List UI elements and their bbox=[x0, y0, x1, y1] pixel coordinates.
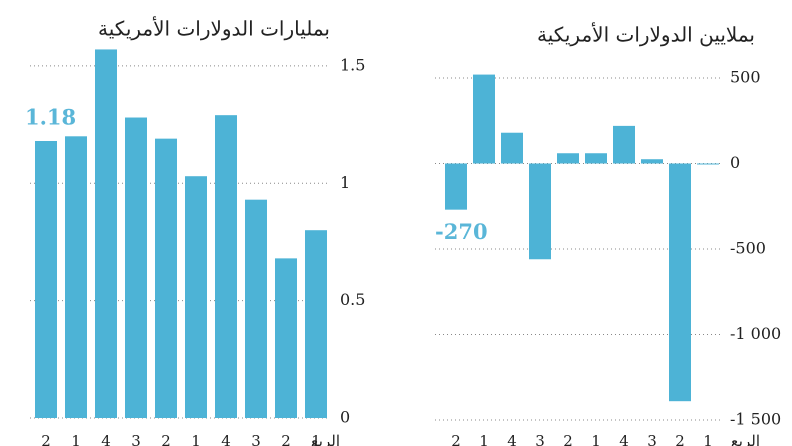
bar bbox=[445, 163, 467, 210]
bar bbox=[95, 49, 117, 418]
bar bbox=[275, 258, 297, 418]
x-tick-label: 2 bbox=[41, 432, 51, 446]
bar bbox=[473, 74, 495, 164]
value-label: -270 bbox=[435, 219, 488, 244]
y-tick-label: -1 500 bbox=[730, 410, 781, 429]
x-tick-label: 1 bbox=[703, 432, 713, 446]
y-tick-label: 0.5 bbox=[340, 290, 365, 309]
x-tick-label: 2 bbox=[451, 432, 461, 446]
bar bbox=[697, 163, 719, 165]
bar bbox=[215, 115, 237, 419]
bar bbox=[245, 199, 267, 418]
y-tick-label: 1.5 bbox=[340, 55, 365, 74]
bar bbox=[613, 125, 635, 164]
bar bbox=[529, 163, 551, 260]
bar bbox=[65, 136, 87, 419]
bar bbox=[305, 230, 327, 418]
bar bbox=[125, 117, 147, 419]
bar bbox=[641, 159, 663, 164]
x-tick-label: 4 bbox=[507, 432, 517, 446]
x-tick-label: 3 bbox=[647, 432, 657, 446]
y-tick-label: 500 bbox=[730, 68, 761, 87]
y-tick-label: -1 000 bbox=[730, 324, 781, 343]
bar bbox=[35, 140, 57, 418]
bar bbox=[155, 138, 177, 418]
x-tick-label: 2 bbox=[563, 432, 573, 446]
bar bbox=[585, 153, 607, 164]
y-tick-label: -500 bbox=[730, 239, 766, 258]
x-tick-label: 3 bbox=[131, 432, 141, 446]
x-tick-label: 3 bbox=[535, 432, 545, 446]
bar bbox=[669, 163, 691, 402]
subtitle: بمليارات الدولارات الأمريكية bbox=[98, 16, 330, 41]
x-axis-label: الربع bbox=[311, 432, 340, 446]
x-tick-label: 4 bbox=[619, 432, 629, 446]
y-tick-label: 0 bbox=[340, 408, 350, 427]
x-tick-label: 2 bbox=[281, 432, 291, 446]
x-tick-label: 1 bbox=[591, 432, 601, 446]
x-tick-label: 4 bbox=[221, 432, 231, 446]
value-label: 1.18 bbox=[25, 104, 76, 129]
y-tick-label: 1 bbox=[340, 173, 350, 192]
x-tick-label: 1 bbox=[311, 432, 321, 446]
x-tick-label: 1 bbox=[71, 432, 81, 446]
subtitle: بملايين الدولارات الأمريكية bbox=[537, 22, 755, 47]
bar bbox=[557, 153, 579, 164]
x-tick-label: 1 bbox=[479, 432, 489, 446]
x-tick-label: 1 bbox=[191, 432, 201, 446]
x-tick-label: 3 bbox=[251, 432, 261, 446]
x-tick-label: 2 bbox=[675, 432, 685, 446]
x-axis-label: الربع bbox=[731, 432, 760, 446]
x-tick-label: 2 bbox=[161, 432, 171, 446]
bar bbox=[501, 132, 523, 164]
x-tick-label: 4 bbox=[101, 432, 111, 446]
y-tick-label: 0 bbox=[730, 153, 740, 172]
bar bbox=[185, 176, 207, 418]
